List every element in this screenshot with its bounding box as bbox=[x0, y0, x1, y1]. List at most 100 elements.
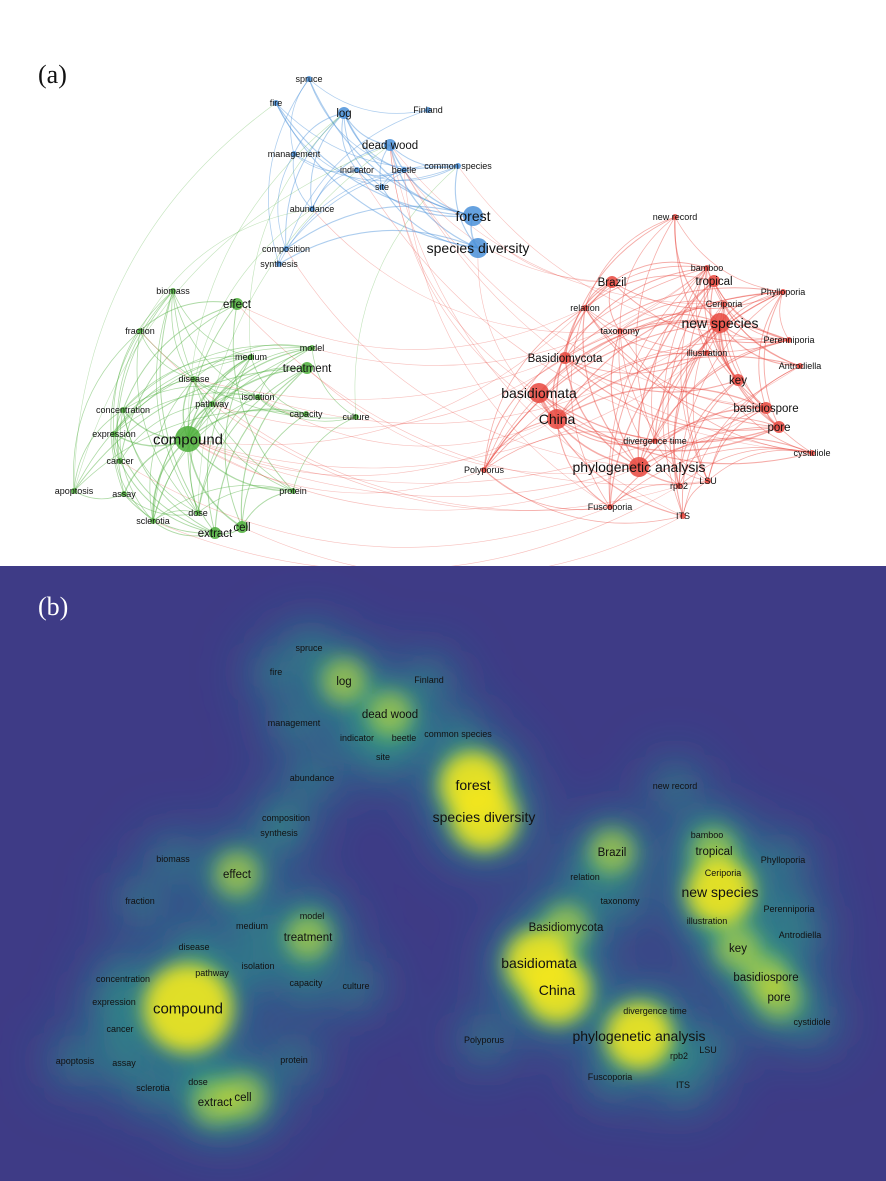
network-edge bbox=[707, 449, 813, 482]
network-edge bbox=[187, 112, 345, 440]
network-edge bbox=[611, 281, 784, 310]
network-edge bbox=[187, 408, 307, 440]
label-b-isolation: isolation bbox=[241, 961, 274, 971]
network-edge bbox=[584, 307, 708, 355]
network-edge bbox=[211, 347, 313, 405]
label-b-polyporus: Polyporus bbox=[464, 1035, 505, 1045]
network-edge bbox=[224, 356, 252, 528]
label-b-basidiomata: basidiomata bbox=[501, 955, 577, 971]
network-edge bbox=[232, 303, 294, 492]
network-edge bbox=[483, 303, 725, 471]
network-edge bbox=[278, 229, 479, 265]
network-edge bbox=[570, 307, 611, 508]
label-b-lsu: LSU bbox=[699, 1045, 717, 1055]
network-edge bbox=[187, 303, 238, 514]
network-edge bbox=[110, 330, 141, 495]
network-edge bbox=[483, 307, 586, 471]
node-isolation bbox=[255, 394, 261, 400]
density-mid bbox=[795, 1005, 829, 1039]
network-edge bbox=[654, 339, 790, 442]
label-b-tropical: tropical bbox=[695, 846, 732, 858]
density-mid bbox=[666, 1068, 700, 1102]
network-edge bbox=[123, 493, 216, 534]
network-edge bbox=[172, 290, 259, 398]
density-mid bbox=[262, 816, 296, 850]
label-a-tropical: tropical bbox=[695, 276, 732, 288]
network-edge bbox=[311, 267, 708, 366]
label-a-key: key bbox=[729, 375, 747, 387]
network-edge bbox=[403, 169, 613, 283]
label-b-china: China bbox=[539, 982, 576, 998]
network-edge bbox=[556, 418, 656, 446]
label-b-beetle: beetle bbox=[392, 733, 417, 743]
label-b-illustration: illustration bbox=[687, 916, 728, 926]
label-b-sclerotia: sclerotia bbox=[136, 1083, 170, 1093]
label-b-key: key bbox=[729, 943, 747, 955]
network-edge bbox=[311, 169, 358, 210]
network-edge bbox=[674, 216, 721, 324]
network-edge bbox=[113, 356, 252, 435]
density-mid bbox=[58, 1044, 92, 1078]
node-relation bbox=[582, 305, 588, 311]
network-edge bbox=[187, 438, 294, 492]
label-b-indicator: indicator bbox=[340, 733, 374, 743]
label-b-new-species: new species bbox=[681, 884, 758, 900]
network-edge bbox=[682, 480, 709, 517]
label-b-medium: medium bbox=[236, 921, 268, 931]
network-edge bbox=[211, 403, 680, 511]
label-a-site: site bbox=[375, 182, 389, 192]
label-b-extract: extract bbox=[198, 1097, 233, 1109]
network-edge bbox=[122, 344, 313, 411]
density-mid bbox=[766, 843, 800, 877]
panel-a-label: (a) bbox=[38, 60, 67, 89]
network-edge bbox=[285, 205, 474, 250]
network-edge bbox=[257, 396, 357, 422]
network-edge bbox=[122, 409, 216, 534]
network-edge bbox=[116, 290, 174, 462]
network-edge bbox=[292, 153, 313, 210]
node-divergence-time bbox=[652, 438, 658, 444]
network-edge bbox=[619, 313, 721, 332]
density-mid bbox=[339, 969, 373, 1003]
node-site bbox=[379, 184, 385, 190]
network-edge bbox=[211, 366, 308, 405]
network-edge bbox=[674, 216, 767, 409]
network-edge bbox=[236, 303, 709, 485]
network-edge bbox=[122, 303, 238, 411]
network-edge bbox=[240, 367, 308, 528]
label-a-perenniporia: Perenniporia bbox=[763, 335, 814, 345]
network-edge bbox=[638, 339, 790, 468]
network-edge bbox=[483, 357, 566, 471]
network-edge bbox=[564, 357, 739, 393]
node-sclerotia bbox=[150, 518, 156, 524]
network-edge bbox=[172, 290, 252, 358]
density-mid bbox=[277, 1043, 311, 1077]
label-b-disease: disease bbox=[178, 942, 209, 952]
network-edge bbox=[564, 267, 708, 359]
co-occurrence-network: spruce fire log Finland management dead wood i… bbox=[55, 74, 831, 566]
node-finland bbox=[425, 107, 431, 113]
network-edge bbox=[73, 410, 307, 492]
label-b-biomass: biomass bbox=[156, 854, 190, 864]
network-edge bbox=[241, 490, 294, 528]
density-mid bbox=[662, 1039, 696, 1073]
label-a-rpb2: rpb2 bbox=[670, 481, 688, 491]
network-edge bbox=[673, 322, 721, 517]
node-medium bbox=[248, 354, 254, 360]
density-mid bbox=[97, 985, 131, 1019]
label-a-china: China bbox=[539, 411, 576, 427]
label-b-new-record: new record bbox=[653, 781, 698, 791]
density-peak bbox=[368, 692, 412, 736]
network-edge bbox=[651, 267, 708, 442]
network-edge bbox=[275, 102, 479, 249]
label-b-dead-wood: dead wood bbox=[362, 709, 418, 721]
label-b-pathway: pathway bbox=[195, 968, 229, 978]
network-edge bbox=[611, 281, 790, 344]
node-cell bbox=[236, 521, 248, 533]
network-edge bbox=[113, 347, 313, 435]
node-rpb2 bbox=[676, 483, 682, 489]
network-edge bbox=[193, 344, 313, 380]
network-edge bbox=[275, 102, 459, 169]
label-b-abundance: abundance bbox=[290, 773, 335, 783]
node-tropical bbox=[708, 275, 720, 287]
